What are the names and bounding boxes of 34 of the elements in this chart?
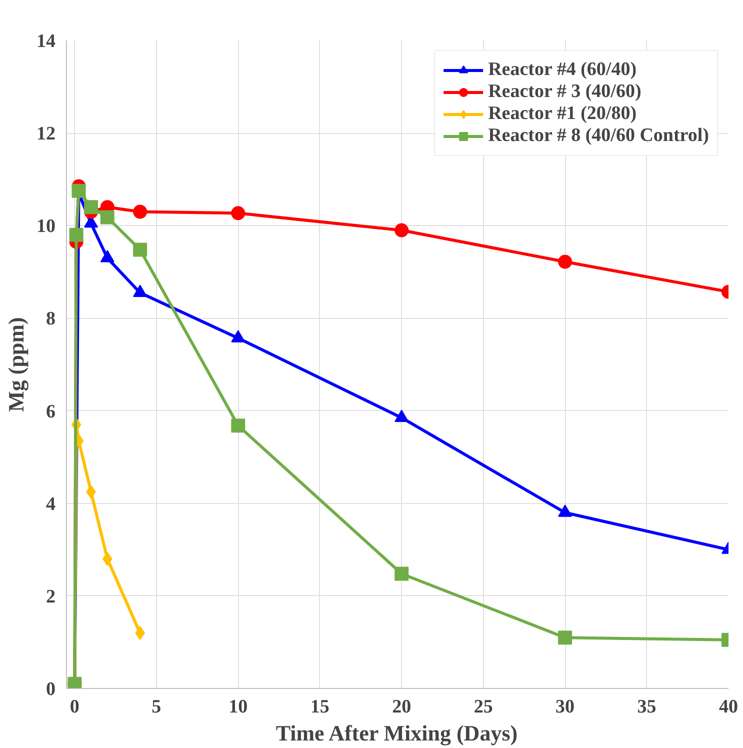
y-tick-label: 4	[46, 494, 56, 515]
x-tick-label: 20	[392, 696, 412, 718]
y-tick-label: 14	[36, 31, 56, 52]
point	[394, 223, 409, 238]
point	[100, 210, 114, 224]
x-tick-label: 35	[637, 696, 656, 718]
y-tick-label: 6	[46, 401, 56, 422]
y-tick-label: 0	[46, 679, 56, 700]
x-axis-title: Time After Mixing (Days)	[276, 720, 518, 746]
y-tick-label: 12	[36, 124, 56, 145]
legend-label: Reactor # 3 (40/60)	[488, 81, 642, 103]
point	[558, 254, 572, 269]
x-tick-label: 40	[719, 696, 738, 718]
point	[84, 200, 98, 214]
point	[231, 206, 246, 220]
x-tick-label: 30	[556, 696, 575, 718]
legend-label: Reactor #1 (20/80)	[488, 103, 637, 125]
point	[133, 204, 148, 219]
point	[394, 566, 409, 581]
y-tick-label: 10	[36, 216, 56, 238]
point	[558, 630, 572, 645]
x-tick-label: 10	[228, 696, 248, 718]
y-tick-label: 2	[46, 586, 56, 608]
x-tick-label: 15	[310, 696, 330, 718]
point	[69, 228, 84, 242]
legend-label: Reactor #4 (60/40)	[488, 59, 637, 81]
legend-label: Reactor # 8 (40/60 Control)	[488, 125, 709, 147]
x-tick-label: 0	[70, 696, 80, 718]
point	[133, 242, 148, 257]
point	[231, 418, 246, 433]
y-tick-label: 8	[46, 308, 56, 330]
y-axis-title: Mg (ppm)	[4, 317, 28, 412]
x-tick-label: 25	[474, 696, 493, 718]
x-tick-label: 5	[152, 696, 162, 718]
